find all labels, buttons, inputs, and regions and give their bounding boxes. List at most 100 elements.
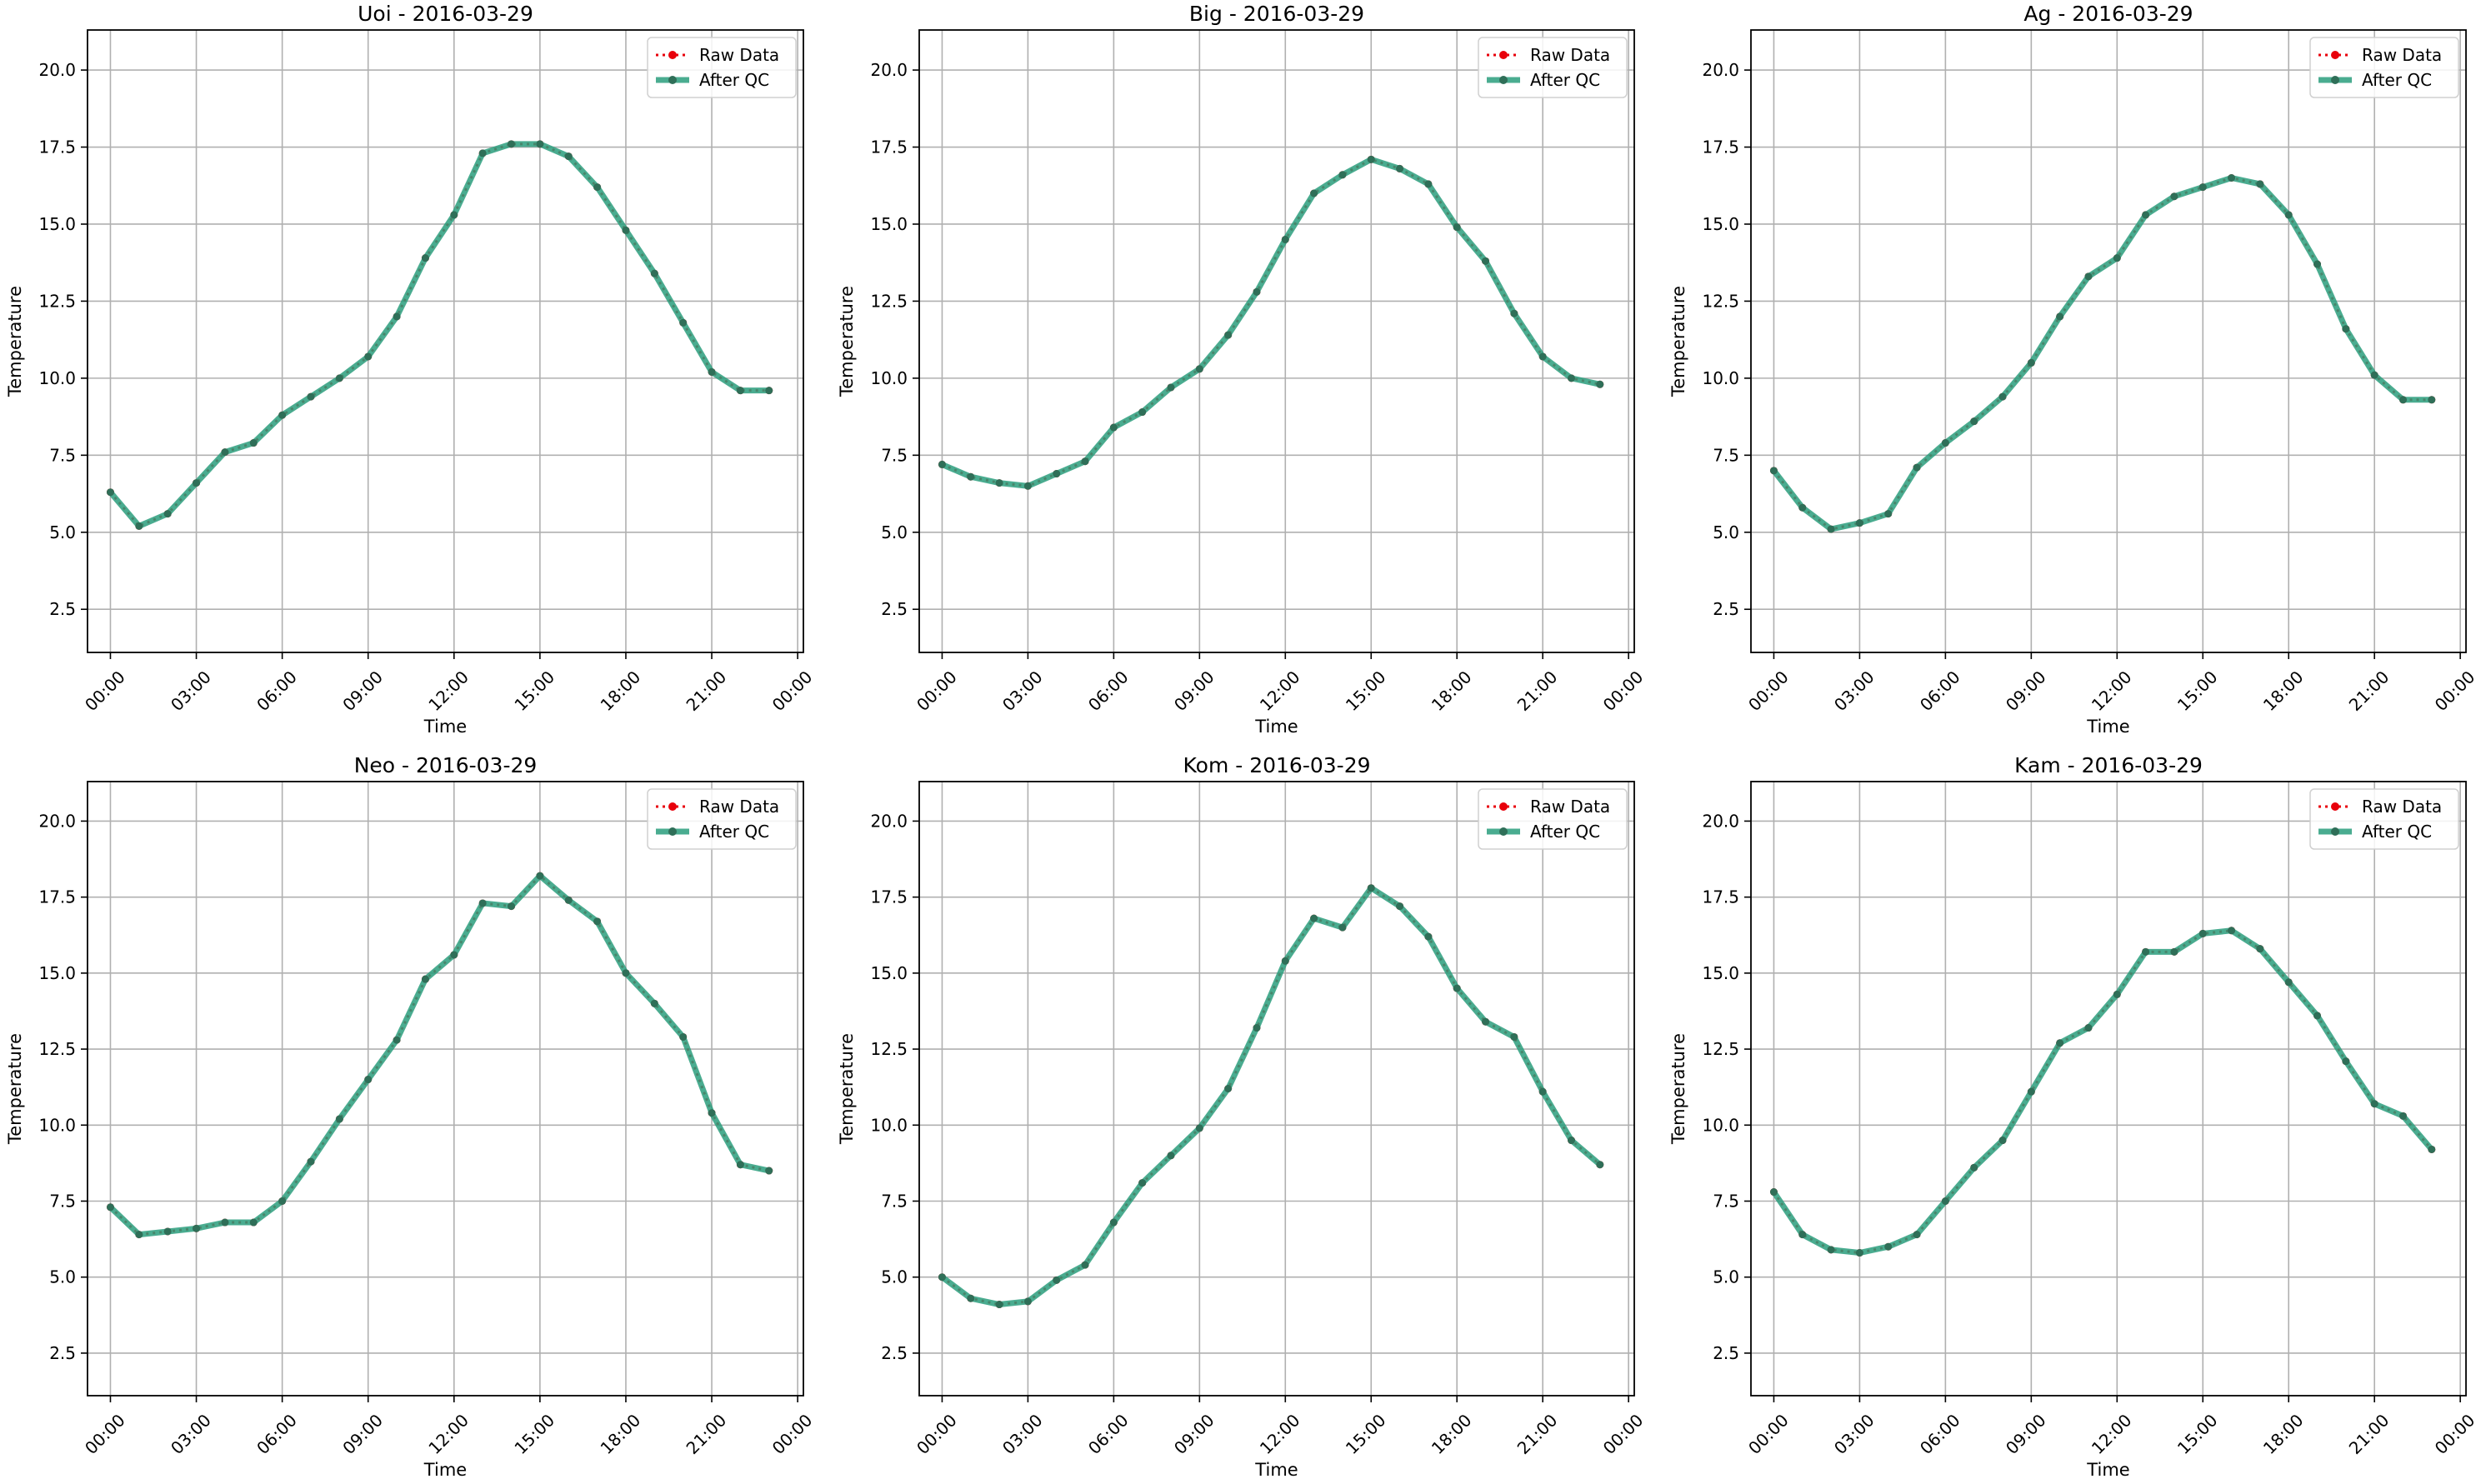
after-qc-point bbox=[1167, 383, 1175, 392]
after-qc-point bbox=[1769, 1188, 1778, 1197]
y-tick-label: 2.5 bbox=[881, 599, 908, 619]
y-tick-label: 5.0 bbox=[49, 522, 76, 542]
x-tick-label: 00:00 bbox=[913, 1410, 961, 1458]
after-qc-point bbox=[221, 1218, 229, 1227]
subplot-5: 2.5 5.0 7.5 10.0 12.5 15.0 17.5 20.0 00:00 03:00 0… bbox=[837, 753, 1647, 1480]
series-after-qc bbox=[1769, 174, 2436, 533]
legend-qc-label: After QC bbox=[2362, 70, 2432, 90]
y-tick-label: 20.0 bbox=[1702, 60, 1739, 80]
series-after-qc bbox=[1769, 927, 2436, 1257]
x-tick-label: 06:00 bbox=[1084, 1410, 1133, 1458]
after-qc-point bbox=[1482, 257, 1490, 265]
after-qc-point bbox=[2313, 260, 2322, 268]
x-tick-label: 09:00 bbox=[2002, 1410, 2050, 1458]
y-tick-label: 2.5 bbox=[1713, 599, 1739, 619]
after-qc-point bbox=[1453, 223, 1461, 232]
y-tick-label: 7.5 bbox=[49, 1191, 76, 1211]
after-qc-point bbox=[2342, 325, 2350, 333]
after-qc-point bbox=[1081, 457, 1089, 466]
y-tick-label: 15.0 bbox=[1702, 963, 1739, 983]
y-tick-label: 5.0 bbox=[49, 1267, 76, 1287]
y-tick-label: 20.0 bbox=[38, 60, 76, 80]
legend-raw-marker bbox=[668, 51, 677, 59]
y-tick-label: 2.5 bbox=[881, 1343, 908, 1363]
after-qc-point bbox=[1310, 189, 1318, 197]
after-qc-point bbox=[1023, 482, 1032, 490]
subplot-1: 2.5 5.0 7.5 10.0 12.5 15.0 17.5 20.0 00:00 03:00 0… bbox=[5, 2, 816, 737]
y-tick-label: 10.0 bbox=[870, 368, 908, 388]
after-qc-point bbox=[1510, 309, 1518, 317]
x-tick-label: 15:00 bbox=[510, 1410, 558, 1458]
subplot-title: Kam - 2016-03-29 bbox=[2014, 753, 2203, 777]
y-tick-label: 10.0 bbox=[1702, 368, 1739, 388]
after-qc-point bbox=[2256, 945, 2264, 953]
after-qc-point bbox=[1138, 1179, 1147, 1187]
after-qc-point bbox=[622, 226, 630, 234]
x-axis-label: Time bbox=[2086, 717, 2129, 737]
legend-raw-marker bbox=[1499, 802, 1508, 811]
after-qc-point bbox=[1596, 380, 1604, 388]
x-axis-label: Time bbox=[1254, 1460, 1298, 1480]
after-qc-line bbox=[108, 872, 770, 1238]
after-qc-line bbox=[941, 156, 1601, 489]
y-tick-label: 7.5 bbox=[881, 1191, 908, 1211]
after-qc-point bbox=[1538, 352, 1547, 361]
after-qc-point bbox=[1195, 365, 1203, 373]
x-tick-label: 00:00 bbox=[768, 1410, 817, 1458]
after-qc-point bbox=[278, 411, 287, 419]
after-qc-point bbox=[995, 1301, 1003, 1309]
plot-area bbox=[1751, 782, 2466, 1396]
after-qc-point bbox=[249, 439, 258, 447]
after-qc-point bbox=[2398, 396, 2407, 404]
after-qc-line bbox=[1771, 175, 2432, 532]
y-tick-label: 15.0 bbox=[870, 214, 908, 234]
x-tick-label: 06:00 bbox=[253, 667, 301, 715]
after-qc-line bbox=[108, 141, 769, 529]
after-qc-point bbox=[278, 1197, 287, 1205]
subplot-title: Uoi - 2016-03-29 bbox=[358, 2, 533, 26]
after-qc-point bbox=[393, 1036, 401, 1044]
y-tick-label: 17.5 bbox=[870, 887, 908, 907]
after-qc-point bbox=[1913, 463, 1921, 472]
y-tick-label: 15.0 bbox=[870, 963, 908, 983]
after-qc-point bbox=[1053, 1276, 1061, 1284]
after-qc-point bbox=[221, 448, 229, 457]
after-qc-point bbox=[508, 140, 516, 148]
after-qc-point bbox=[2113, 254, 2121, 262]
after-qc-point bbox=[679, 1032, 688, 1041]
after-qc-point bbox=[1281, 957, 1289, 965]
after-qc-point bbox=[1913, 1231, 1921, 1239]
after-qc-point bbox=[679, 318, 688, 327]
y-tick-label: 17.5 bbox=[38, 137, 76, 157]
after-qc-point bbox=[2342, 1057, 2350, 1066]
after-qc-point bbox=[564, 896, 573, 904]
after-qc-point bbox=[2170, 947, 2178, 956]
legend-qc-marker bbox=[668, 827, 677, 836]
after-qc-point bbox=[1855, 519, 1863, 527]
x-tick-label: 09:00 bbox=[338, 667, 387, 715]
after-qc-point bbox=[1053, 470, 1061, 478]
x-tick-label: 15:00 bbox=[1342, 1410, 1390, 1458]
after-qc-point bbox=[2198, 183, 2207, 192]
x-tick-label: 00:00 bbox=[1744, 667, 1793, 715]
y-tick-label: 17.5 bbox=[1702, 137, 1739, 157]
x-tick-label: 00:00 bbox=[81, 1410, 129, 1458]
y-tick-label: 2.5 bbox=[49, 599, 76, 619]
after-qc-point bbox=[1424, 932, 1433, 941]
y-tick-label: 7.5 bbox=[1713, 1191, 1739, 1211]
y-tick-label: 2.5 bbox=[49, 1343, 76, 1363]
x-tick-label: 00:00 bbox=[81, 667, 129, 715]
legend: Raw Data After QC bbox=[2309, 37, 2459, 98]
after-qc-point bbox=[1941, 439, 1949, 447]
after-qc-point bbox=[1453, 984, 1461, 992]
x-axis-label: Time bbox=[423, 717, 467, 737]
after-qc-point bbox=[1798, 1231, 1807, 1239]
after-qc-point bbox=[450, 211, 458, 219]
legend: Raw Data After QC bbox=[2309, 788, 2459, 850]
after-qc-point bbox=[364, 1076, 373, 1084]
y-tick-label: 20.0 bbox=[1702, 811, 1739, 831]
after-qc-point bbox=[1970, 1163, 1978, 1172]
series-after-qc bbox=[938, 884, 1604, 1309]
y-tick-label: 15.0 bbox=[38, 963, 76, 983]
axes-frame bbox=[87, 29, 804, 653]
